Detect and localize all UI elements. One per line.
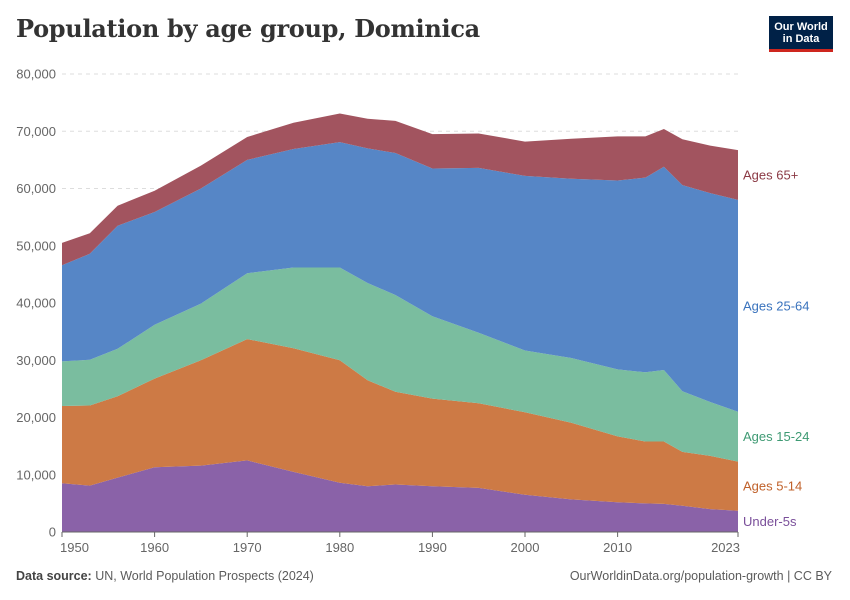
y-tick-label: 30,000 bbox=[16, 353, 56, 368]
owid-logo[interactable]: Our World in Data bbox=[769, 16, 833, 52]
x-tick-label: 2023 bbox=[711, 540, 740, 555]
legend-label: Ages 5-14 bbox=[743, 479, 802, 494]
area-ages-15-24[interactable] bbox=[62, 267, 738, 462]
legend-label: Under-5s bbox=[743, 514, 797, 529]
x-tick-label: 1980 bbox=[325, 540, 354, 555]
legend-label: Ages 65+ bbox=[743, 168, 798, 183]
axes: 0 10,000 20,000 30,000 40,000 50,000 60,000 70,… bbox=[16, 67, 740, 556]
x-tick-label: 1960 bbox=[140, 540, 169, 555]
y-tick-label: 60,000 bbox=[16, 181, 56, 196]
area-ages-65-[interactable] bbox=[62, 113, 738, 266]
y-tick-label: 80,000 bbox=[16, 67, 56, 82]
legend-label: Ages 15-24 bbox=[743, 429, 810, 444]
legend-label: Ages 25-64 bbox=[743, 298, 810, 313]
y-tick-label: 50,000 bbox=[16, 238, 56, 253]
x-tick-label: 1970 bbox=[233, 540, 262, 555]
x-tick-label: 2010 bbox=[603, 540, 632, 555]
y-tick-label: 70,000 bbox=[16, 124, 56, 139]
y-tick-label: 20,000 bbox=[16, 410, 56, 425]
series-labels: Under-5s Ages 5-14 Ages 15-24 Ages 25-64 Age… bbox=[743, 168, 810, 529]
logo-line-2: in Data bbox=[782, 32, 820, 45]
y-tick-label: 10,000 bbox=[16, 467, 56, 482]
logo-line-1: Our World bbox=[774, 20, 828, 33]
area-ages-25-64[interactable] bbox=[62, 142, 738, 412]
source-label: Data source: bbox=[16, 569, 92, 583]
x-tick-label: 1990 bbox=[418, 540, 447, 555]
area-series bbox=[62, 113, 738, 532]
chart-title: Population by age group, Dominica bbox=[16, 14, 480, 43]
footer-source: Data source: UN, World Population Prospe… bbox=[16, 569, 314, 583]
source-text: UN, World Population Prospects (2024) bbox=[95, 569, 314, 583]
area-ages-5-14[interactable] bbox=[62, 339, 738, 511]
stacked-area-chart: 0 10,000 20,000 30,000 40,000 50,000 60,000 70,… bbox=[16, 67, 810, 556]
x-tick-label: 1950 bbox=[60, 540, 89, 555]
x-tick-label: 2000 bbox=[511, 540, 540, 555]
y-tick-label: 0 bbox=[49, 525, 56, 540]
y-tick-label: 40,000 bbox=[16, 296, 56, 311]
footer-link[interactable]: OurWorldinData.org/population-growth | C… bbox=[569, 569, 832, 583]
area-under-5s[interactable] bbox=[62, 460, 738, 532]
